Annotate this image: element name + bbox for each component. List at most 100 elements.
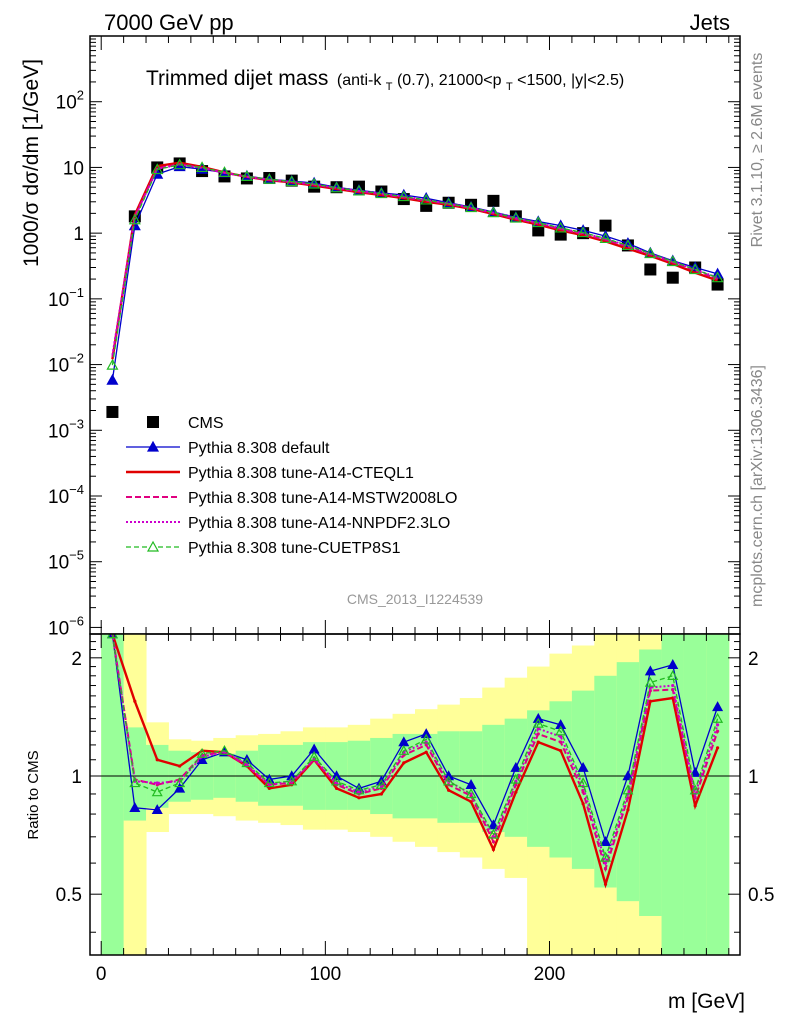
ratio-point-3 <box>491 840 496 844</box>
ratio-point-5 <box>667 670 679 680</box>
ratio-point-4 <box>671 683 675 688</box>
ratio-point-5 <box>487 828 499 839</box>
ratio-point-5 <box>129 777 141 788</box>
ratio-point-2 <box>447 788 451 792</box>
main-y-tick-label: 102 <box>56 88 84 114</box>
ratio-point-4 <box>245 762 249 767</box>
main-y-tick-label: 10−6 <box>48 613 84 639</box>
main-y-tick-exp: 2 <box>77 88 84 103</box>
ratio-y-tick-label-right: 1 <box>748 767 759 788</box>
ratio-point-5 <box>599 851 612 862</box>
ratio-y-tick-label: 1 <box>71 767 82 788</box>
ratio-point-5 <box>420 733 432 744</box>
legend-marker <box>146 440 160 452</box>
main-y-tick-base: 10 <box>63 158 84 179</box>
x-tick-label: 0 <box>96 964 107 985</box>
band-inner <box>594 675 618 888</box>
ratio-point-2 <box>469 800 473 804</box>
main-point-5 <box>487 206 500 218</box>
main-point-5 <box>218 166 231 178</box>
main-point-5 <box>330 181 343 193</box>
ratio-point-1 <box>151 804 163 815</box>
main-y-tick-base: 1 <box>73 224 84 245</box>
legend-entry: Pythia 8.308 tune-CUETP8S1 <box>126 540 401 557</box>
band-inner <box>482 724 506 833</box>
main-point-5 <box>442 197 455 209</box>
ratio-point-5 <box>689 784 701 795</box>
ratio-point-1 <box>196 754 208 764</box>
main-y-tick-exp: −4 <box>69 482 84 497</box>
legend-entry: Pythia 8.308 tune-A14-NNPDF2.3LO <box>126 515 450 532</box>
legend-swatch <box>147 416 159 428</box>
main-line-5 <box>111 164 718 366</box>
ratio-line-3 <box>111 634 719 873</box>
main-marks <box>106 157 724 418</box>
main-point-5 <box>532 216 545 228</box>
main-y-tick-exp: −2 <box>69 351 84 366</box>
ratio-point-4 <box>379 784 383 789</box>
ratio-point-2 <box>334 786 339 790</box>
ratio-point-1 <box>174 782 186 793</box>
ratio-point-5 <box>712 712 724 723</box>
x-axis-label: m [GeV] <box>668 990 745 1013</box>
ratio-point-1 <box>487 819 499 830</box>
ratio-point-5 <box>465 788 477 799</box>
main-line-4 <box>111 163 718 356</box>
main-y-tick-label: 1 <box>73 224 84 245</box>
ratio-y-tick-label-right: 0.5 <box>748 885 774 906</box>
legend-label: Pythia 8.308 tune-CUETP8S1 <box>188 540 401 557</box>
x-tick-label: 200 <box>534 964 566 985</box>
main-point-5 <box>420 193 433 205</box>
cms-point <box>106 405 119 418</box>
ratio-line-4 <box>111 634 719 867</box>
ratio-point-1 <box>689 766 701 777</box>
main-point-5 <box>599 232 612 244</box>
ratio-point-1 <box>129 802 141 812</box>
ratio-y-tick-label: 0.5 <box>56 885 82 906</box>
legend-entry: Pythia 8.308 tune-A14-MSTW2008LO <box>126 490 457 507</box>
ratio-point-2 <box>155 758 159 762</box>
ratio-point-5 <box>308 750 320 761</box>
ratio-line-2 <box>111 634 719 889</box>
ratio-point-3 <box>715 729 720 733</box>
category-label: Jets <box>690 10 730 35</box>
band-inner <box>459 731 483 823</box>
band-inner <box>661 634 685 955</box>
legend: CMS Pythia 8.308 default Pythia 8.308 tune… <box>126 415 457 557</box>
ratio-point-2 <box>402 761 406 765</box>
main-y-tick-exp: −1 <box>69 285 84 300</box>
main-point-1 <box>106 373 119 385</box>
legend-entry: CMS <box>147 415 224 432</box>
ratio-point-2 <box>648 699 652 703</box>
x-tick-label: 100 <box>309 964 341 985</box>
main-y-tick-label: 10−5 <box>48 548 84 574</box>
cms-point <box>644 263 657 276</box>
plot-title-cut-2: (0.7), 21000<p <box>397 72 502 89</box>
ratio-point-1 <box>577 761 589 772</box>
ratio-point-5 <box>555 725 567 736</box>
main-point-5 <box>128 213 141 225</box>
rivet-label: Rivet 3.1.10, ≥ 2.6M events <box>749 53 766 248</box>
main-y-tick-base: 10 <box>48 290 69 311</box>
ratio-point-1 <box>510 761 522 772</box>
energy-label: 7000 GeV pp <box>104 10 234 35</box>
ratio-point-3 <box>536 732 540 736</box>
plot-title-cut: (anti-k <box>337 72 382 89</box>
ratio-point-1 <box>555 719 567 730</box>
ratio-point-5 <box>622 784 634 795</box>
ratio-point-2 <box>603 882 608 886</box>
ratio-point-1 <box>712 701 724 712</box>
main-y-tick-exp: −3 <box>69 416 84 431</box>
band-inner <box>527 710 550 847</box>
main-y-tick-label: 10−4 <box>48 482 84 508</box>
ratio-point-5 <box>398 744 410 755</box>
main-point-5 <box>689 263 702 275</box>
ratio-point-1 <box>644 665 656 676</box>
ratio-bands <box>90 634 740 955</box>
ratio-point-4 <box>357 790 361 794</box>
ratio-point-2 <box>514 790 518 794</box>
main-point-5 <box>240 170 253 182</box>
ratio-point-5 <box>263 777 275 788</box>
ratio-point-5 <box>331 775 343 786</box>
